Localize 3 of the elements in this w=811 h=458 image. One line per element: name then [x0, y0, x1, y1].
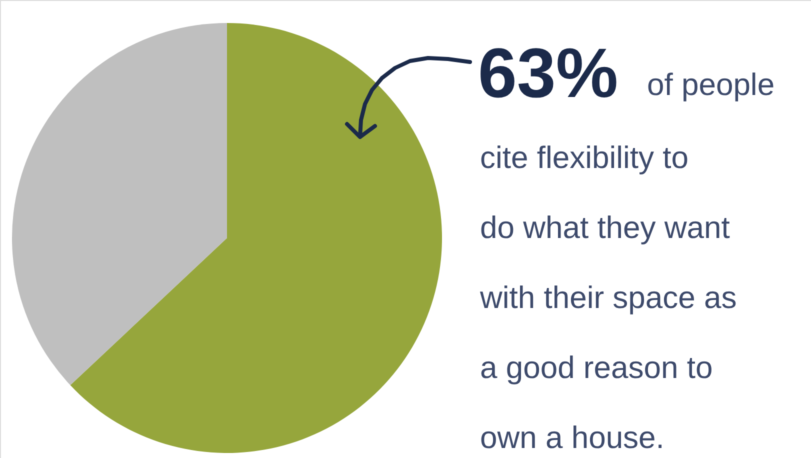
pie-slice	[70, 23, 442, 453]
text: 63%	[478, 34, 618, 112]
pie-slice	[12, 23, 227, 386]
